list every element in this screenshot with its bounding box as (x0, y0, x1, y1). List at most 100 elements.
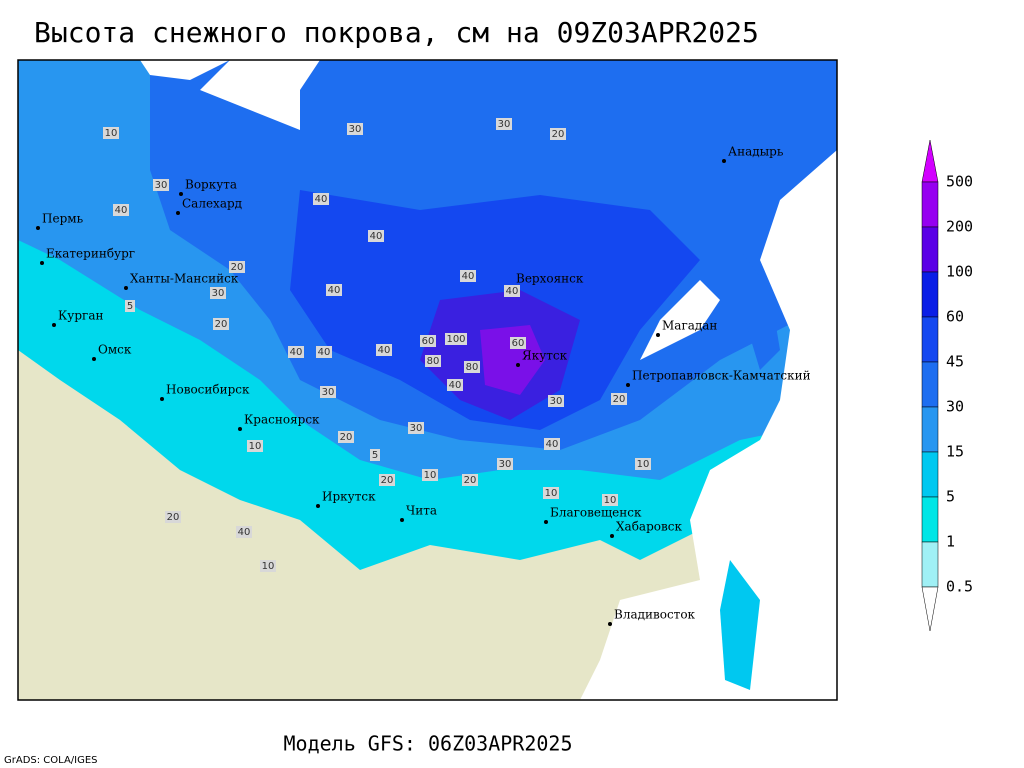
city-dot (124, 286, 128, 290)
contour-label-box (229, 261, 245, 273)
contour-label: 30 (322, 387, 335, 398)
contour-label-box (153, 179, 169, 191)
contour-label-box (464, 361, 480, 373)
contour-label-box (236, 526, 252, 538)
legend-label: 45 (946, 353, 964, 371)
contour-label: 40 (318, 347, 331, 358)
legend-arrow-top (921, 139, 939, 183)
contour-label-box (420, 335, 436, 347)
legend-label: 60 (946, 308, 964, 326)
city-dot (656, 333, 660, 337)
contour-label-box (125, 300, 135, 312)
contour-label: 30 (212, 288, 225, 299)
contour-label: 40 (378, 345, 391, 356)
city-label: Курган (58, 309, 103, 323)
sea-of-okhotsk (640, 280, 720, 360)
contour-label-box (510, 337, 526, 349)
city-label: Якутск (522, 349, 568, 363)
city-dot (179, 192, 183, 196)
city-dot (176, 211, 180, 215)
city-label: Екатеринбург (46, 247, 135, 261)
credit: GrADS: COLA/IGES (4, 755, 98, 766)
labels: Воркута Салехард Пермь Екатеринбург Ханты-Ма… (36, 118, 811, 626)
contour-label-box (445, 333, 467, 345)
legend-label: 15 (946, 443, 964, 461)
contour-label-box (447, 379, 463, 391)
contour-label: 30 (498, 119, 511, 130)
legend-label: 500 (946, 173, 973, 191)
contour-label-box (425, 355, 441, 367)
contour-label: 40 (506, 286, 519, 297)
city-label: Омск (98, 343, 132, 357)
city-label: Воркута (185, 178, 237, 192)
contour-label: 20 (231, 262, 244, 273)
contour-label: 80 (466, 362, 479, 373)
city-dot (608, 622, 612, 626)
legend-swatch (921, 181, 939, 228)
city-label: Хабаровск (616, 520, 682, 534)
contour-label: 10 (424, 470, 437, 481)
legend-label: 1 (946, 533, 955, 551)
map (18, 60, 837, 700)
city-label: Чита (406, 504, 437, 518)
contour-label-box (460, 270, 476, 282)
contour-label: 5 (127, 301, 133, 312)
contour-label: 30 (550, 396, 563, 407)
contour-label: 60 (422, 336, 435, 347)
contour-label: 5 (372, 450, 378, 461)
contour-label: 10 (105, 128, 118, 139)
legend-label: 5 (946, 488, 955, 506)
city-label: Пермь (42, 212, 84, 226)
contour-label: 40 (370, 231, 383, 242)
contour-label-box (635, 458, 651, 470)
contour-label: 40 (449, 380, 462, 391)
city-label: Анадырь (728, 145, 784, 159)
contour-label: 10 (637, 459, 650, 470)
city-label: Новосибирск (166, 383, 250, 397)
legend-swatch (921, 271, 939, 318)
contour-label-box (316, 346, 332, 358)
contour-label-box (496, 118, 512, 130)
city-dot (36, 226, 40, 230)
city-dot (610, 534, 614, 538)
map-frame (17, 59, 838, 701)
contour-label: 10 (545, 488, 558, 499)
legend-label: 200 (946, 218, 973, 236)
snow-100 (480, 325, 545, 395)
city-dot (52, 323, 56, 327)
contour-label-box (544, 438, 560, 450)
contour-label: 20 (215, 319, 228, 330)
legend-swatch (921, 406, 939, 453)
contour-label: 30 (410, 423, 423, 434)
contour-label-box (543, 487, 559, 499)
contour-label-box (379, 474, 395, 486)
city-label: Владивосток (614, 608, 696, 622)
city-label: Салехард (182, 197, 242, 211)
city-label: Красноярск (244, 413, 320, 427)
contour-label: 30 (155, 180, 168, 191)
contour-label-box (103, 127, 119, 139)
city-dot (238, 427, 242, 431)
contour-label-box (213, 318, 229, 330)
contour-label: 20 (613, 394, 626, 405)
legend-label: 0.5 (946, 578, 973, 596)
contour-label: 10 (249, 441, 262, 452)
city-label: Благовещенск (550, 506, 642, 520)
contour-label-box (611, 393, 627, 405)
contour-label-box (338, 431, 354, 443)
contour-label-box (210, 287, 226, 299)
contour-label: 40 (238, 527, 251, 538)
title: Высота снежного покрова, см на 09Z03APR2… (34, 16, 759, 49)
model-caption: Модель GFS: 06Z03APR2025 (284, 732, 573, 756)
contour-label-box (548, 395, 564, 407)
contour-label-box (550, 128, 566, 140)
arctic-ocean (140, 60, 320, 130)
contour-label: 60 (512, 338, 525, 349)
legend-swatch (921, 316, 939, 363)
contour-label-box (408, 422, 424, 434)
contour-label: 20 (552, 129, 565, 140)
contour-label-box (313, 193, 329, 205)
city-dot (722, 159, 726, 163)
